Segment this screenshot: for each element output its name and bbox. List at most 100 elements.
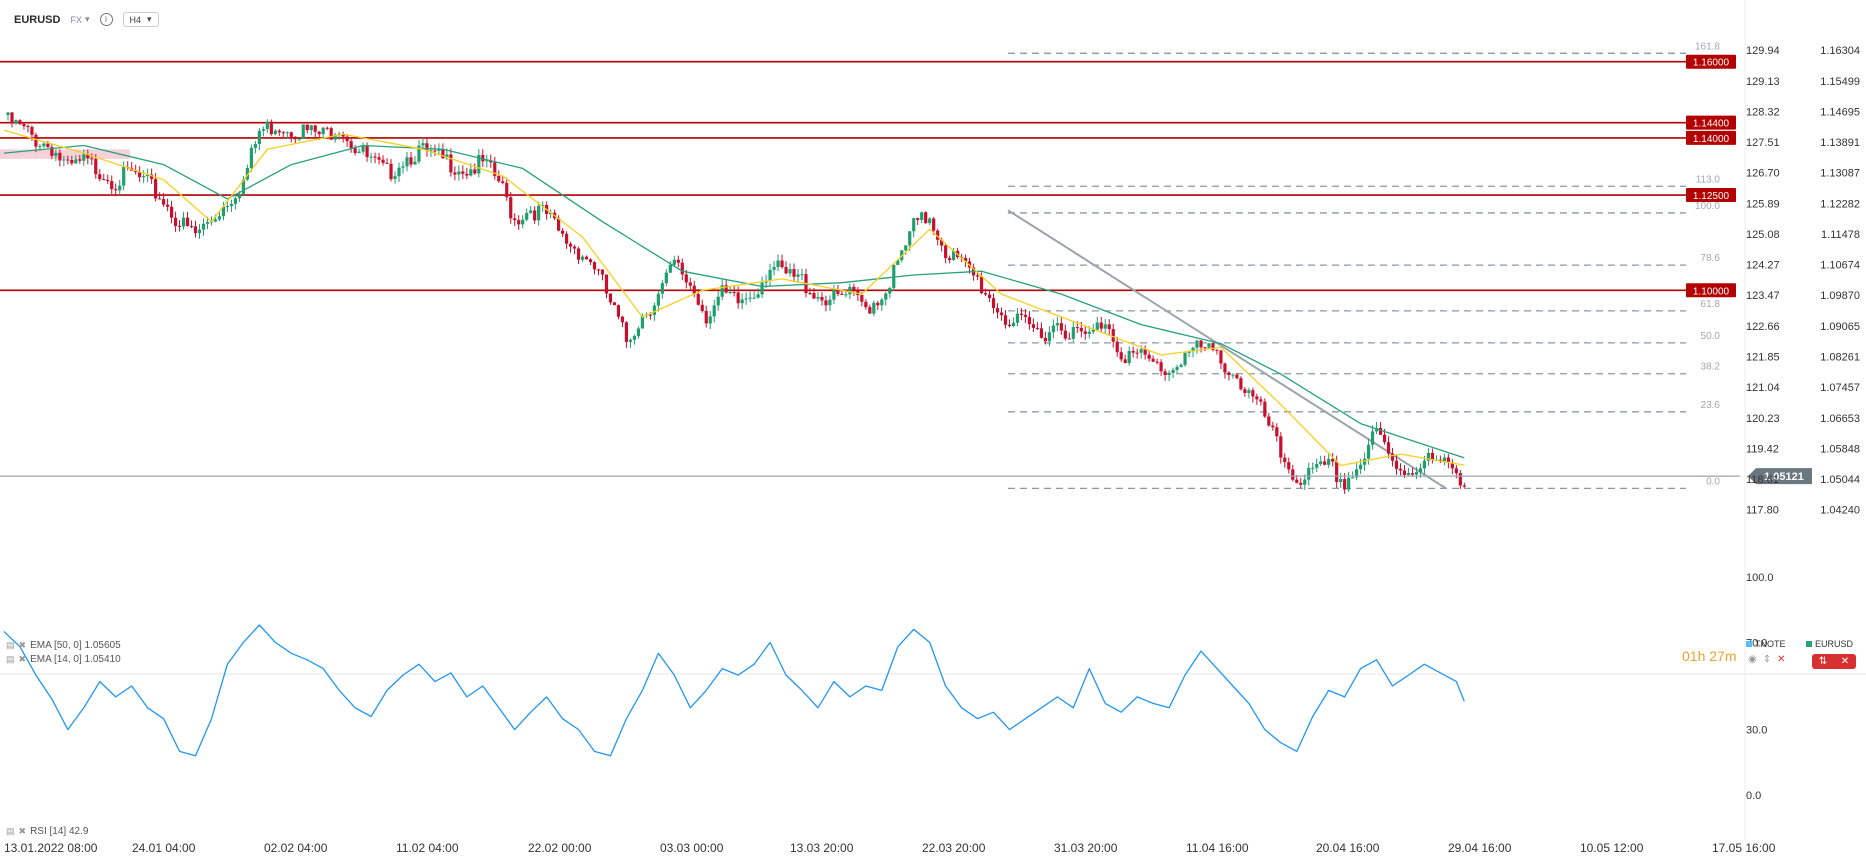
fib-level-label: 161.8	[1695, 41, 1720, 52]
candle-body	[1167, 372, 1171, 376]
candle-body	[98, 174, 102, 180]
candle-body	[461, 171, 465, 174]
candle-body	[604, 274, 609, 294]
candle-body	[1327, 458, 1331, 465]
indicator-ema50[interactable]: ▤ ✖ EMA [50, 0] 1.05605	[6, 640, 121, 651]
candle-body	[181, 217, 186, 227]
candle-body	[341, 133, 345, 137]
adjust-icon[interactable]: ⇅	[1818, 656, 1828, 667]
secondary-axis-label: 125.08	[1746, 229, 1780, 241]
candle-body	[1131, 350, 1135, 353]
candle-body	[1343, 478, 1347, 490]
candle-body	[576, 248, 581, 260]
candle-body	[1347, 477, 1351, 490]
reorder-icon[interactable]: ⇕	[1762, 654, 1772, 665]
legend-eurusd[interactable]: EURUSD	[1806, 639, 1853, 649]
close-icon[interactable]: ✖	[18, 640, 27, 650]
indicator-rsi[interactable]: ▤ ✖ RSI [14] 42.9	[6, 826, 88, 837]
time-axis-label: 24.01 04:00	[132, 841, 196, 855]
candle-body	[485, 160, 489, 162]
legend-eurusd-label: EURUSD	[1815, 639, 1854, 649]
candle-body	[995, 308, 1000, 313]
candle-body	[1426, 452, 1431, 461]
candle-body	[385, 162, 389, 164]
symbol-label[interactable]: EURUSD	[14, 13, 61, 26]
candle-body	[1323, 461, 1327, 465]
candle-body	[744, 298, 748, 300]
candle-body	[381, 159, 385, 163]
candle-body	[1219, 350, 1223, 364]
candle-body	[876, 302, 880, 306]
fib-level-label: 50.0	[1701, 331, 1721, 342]
candle-body	[892, 264, 896, 288]
indicator-ema14[interactable]: ▤ ✖ EMA [14, 0] 1.05410	[6, 654, 121, 665]
candle-body	[612, 302, 617, 306]
settings-icon[interactable]: ▤	[6, 640, 15, 650]
candle-body	[848, 286, 852, 295]
candle-body	[1039, 328, 1043, 338]
candle-body	[26, 126, 30, 128]
candle-body	[417, 145, 421, 162]
candle-body	[1339, 478, 1343, 483]
candle-body	[1015, 313, 1020, 323]
fib-level-label: 113.0	[1696, 174, 1721, 185]
candle-body	[1135, 352, 1139, 354]
price-axis-label: 1.16304	[1820, 45, 1860, 57]
candle-body	[904, 245, 908, 251]
candle-body	[1107, 324, 1111, 330]
candle-body	[1079, 327, 1083, 332]
candle-body	[217, 216, 222, 220]
candle-body	[1091, 329, 1095, 332]
info-icon[interactable]: i	[99, 13, 113, 26]
candle-body	[477, 155, 481, 174]
candle-body	[987, 294, 992, 299]
secondary-axis-label: 129.94	[1746, 45, 1780, 57]
candle-body	[146, 174, 150, 177]
candle-body	[154, 179, 158, 199]
candle-body	[401, 166, 405, 168]
time-axis-label: 13.03 20:00	[790, 841, 854, 855]
candle-body	[313, 125, 317, 132]
candle-body	[18, 120, 22, 125]
candle-body	[82, 154, 86, 161]
candle-body	[1263, 401, 1267, 417]
close-icon[interactable]: ✖	[18, 826, 27, 836]
candle-body	[1231, 374, 1235, 376]
candle-body	[329, 128, 333, 140]
candle-body	[90, 158, 94, 160]
candle-body	[265, 121, 269, 130]
eye-icon[interactable]: ◉	[1748, 654, 1757, 665]
candle-body	[389, 163, 393, 180]
candle-body	[193, 226, 198, 234]
tnote-color-swatch	[1746, 641, 1752, 647]
market-selector[interactable]: FX ▾	[70, 14, 89, 25]
remove-icon[interactable]: ✕	[1777, 654, 1786, 665]
candle-body	[50, 147, 54, 156]
candle-body	[1151, 358, 1155, 362]
level-badge	[1686, 283, 1736, 298]
candle-body	[205, 222, 210, 224]
timeframe-selector[interactable]: H4 ▾	[122, 12, 159, 27]
time-axis-label: 29.04 16:00	[1448, 841, 1512, 855]
candle-body	[856, 289, 860, 296]
candle-body	[345, 136, 349, 142]
trend-line	[1007, 209, 1447, 490]
candle-body	[106, 179, 110, 182]
candle-body	[983, 293, 988, 295]
candle-body	[301, 124, 305, 139]
legend-tnote[interactable]: TNOTE	[1746, 639, 1786, 649]
close-icon[interactable]: ✖	[18, 654, 27, 664]
candle-body	[74, 159, 78, 164]
candle-body	[158, 198, 162, 200]
candle-body	[1370, 431, 1375, 445]
candle-body	[888, 287, 892, 294]
settings-icon[interactable]: ▤	[6, 654, 15, 664]
candle-body	[1123, 359, 1127, 364]
candle-body	[465, 173, 469, 176]
candle-body	[189, 225, 194, 227]
candle-body	[1287, 462, 1291, 470]
price-axis-label: 1.13087	[1820, 168, 1860, 180]
settings-icon[interactable]: ▤	[6, 826, 15, 836]
remove-icon[interactable]: ✕	[1840, 656, 1850, 667]
